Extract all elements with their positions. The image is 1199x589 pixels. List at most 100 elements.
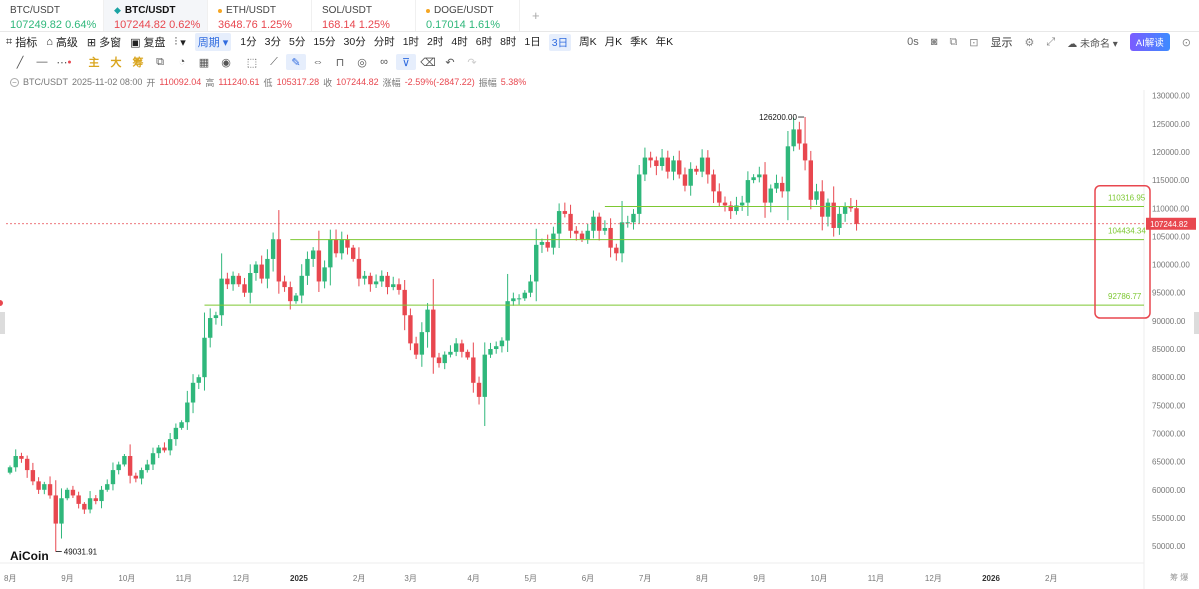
more-icon[interactable]: ⊙ [1181, 36, 1191, 49]
candle-body[interactable] [333, 239, 339, 254]
candle-body[interactable] [396, 284, 402, 290]
trend-line-icon[interactable]: ╱ [16, 56, 24, 69]
candle-body[interactable] [717, 191, 722, 203]
candle-body[interactable] [471, 357, 476, 383]
candle-body[interactable] [539, 242, 545, 245]
timeframe-option[interactable]: 4时 [451, 35, 468, 48]
candle-body[interactable] [791, 129, 796, 147]
chip-distribution-button[interactable]: 筹 [132, 57, 144, 69]
candle-body[interactable] [122, 456, 127, 465]
candle-body[interactable] [345, 239, 350, 248]
candle-body[interactable] [93, 498, 98, 502]
pencil-icon[interactable]: ✎ [286, 54, 306, 70]
candle-body[interactable] [814, 191, 819, 200]
candle-body[interactable] [282, 281, 287, 288]
candle-body[interactable] [24, 458, 30, 471]
timeframe-option[interactable]: 2时 [427, 35, 444, 48]
candle-body[interactable] [259, 264, 264, 279]
timeframe-option[interactable]: 30分 [343, 35, 366, 48]
candle-body[interactable] [356, 258, 362, 279]
ruler-icon[interactable]: ⟋ [270, 55, 278, 68]
candlestick-chart[interactable]: 50000.00 55000.00 60000.00 65000.00 70000.00… [0, 90, 1199, 589]
candle-body[interactable] [614, 247, 619, 254]
candle-body[interactable] [156, 447, 161, 454]
candle-body[interactable] [322, 267, 327, 282]
candle-body[interactable] [453, 343, 459, 352]
candle-body[interactable] [36, 481, 41, 490]
candle-body[interactable] [373, 281, 379, 285]
candle-body[interactable] [751, 177, 756, 181]
candle-body[interactable] [820, 191, 825, 217]
candle-body[interactable] [654, 160, 659, 167]
candle-body[interactable] [448, 351, 453, 355]
timeframe-option[interactable]: 6时 [475, 35, 493, 48]
select-icon[interactable]: ⬚ [246, 56, 258, 69]
candle-body[interactable] [677, 160, 682, 175]
candle-body[interactable] [665, 157, 670, 172]
lock-icon[interactable]: ⊓ [335, 56, 345, 69]
candle-body[interactable] [105, 484, 110, 490]
candle-body[interactable] [568, 213, 573, 231]
timeframe-option[interactable]: 15分 [313, 35, 336, 48]
candle-body[interactable] [42, 484, 47, 490]
candle-body[interactable] [190, 382, 196, 403]
candle-body[interactable] [642, 157, 648, 175]
candle-body[interactable] [236, 275, 241, 285]
link-icon[interactable]: ∞ [380, 56, 388, 68]
large-order-button[interactable]: 大 [110, 57, 122, 69]
candle-body[interactable] [310, 250, 316, 259]
candle-body[interactable] [145, 464, 150, 471]
candle-body[interactable] [368, 275, 373, 285]
candle-body[interactable] [351, 247, 356, 259]
candle-body[interactable] [682, 174, 688, 186]
candle-body[interactable] [379, 275, 384, 282]
candle-body[interactable] [139, 470, 144, 479]
timeframe-option[interactable]: 年K [655, 35, 674, 48]
candle-body[interactable] [551, 233, 556, 248]
candle-body[interactable] [728, 205, 733, 212]
dotted-line-icon[interactable]: ⋯ ● [56, 56, 72, 69]
candle-body[interactable] [842, 206, 848, 214]
add-tab-button[interactable]: + [532, 8, 540, 23]
candle-body[interactable] [534, 244, 539, 282]
candle-body[interactable] [768, 188, 773, 203]
trash-icon[interactable]: ⌫ [420, 56, 436, 69]
candle-body[interactable] [116, 464, 121, 471]
candle-body[interactable] [831, 202, 836, 228]
candle-body[interactable] [625, 222, 630, 224]
candle-body[interactable] [402, 289, 407, 316]
candle-body[interactable] [248, 273, 253, 293]
timeframe-option[interactable]: 1分 [240, 35, 257, 48]
symbol-tab[interactable]: ETH/USDT 3648.76 1.25% [208, 0, 312, 31]
candle-body[interactable] [265, 258, 270, 279]
candle-body[interactable] [87, 498, 93, 510]
candle-body[interactable] [785, 146, 791, 192]
candle-body[interactable] [562, 211, 568, 214]
candle-body[interactable] [488, 349, 493, 355]
candle-body[interactable] [797, 129, 802, 144]
candle-body[interactable] [780, 182, 785, 192]
candle-body[interactable] [476, 382, 482, 397]
eye-icon[interactable]: ◎ [357, 56, 367, 69]
pair-icon[interactable]: ⇔ [312, 56, 324, 68]
candle-body[interactable] [585, 230, 590, 240]
candle-body[interactable] [316, 250, 322, 282]
candle-body[interactable] [734, 205, 739, 212]
candle-body[interactable] [328, 239, 333, 268]
candle-body[interactable] [276, 239, 282, 282]
candle-body[interactable] [694, 168, 699, 172]
candle-body[interactable] [837, 213, 842, 228]
candle-body[interactable] [167, 439, 173, 451]
candle-body[interactable] [70, 489, 76, 496]
candle-body[interactable] [762, 174, 768, 203]
symbol-tab[interactable]: DOGE/USDT 0.17014 1.61% [416, 0, 520, 31]
ai-analysis-button[interactable]: AI解读 [1129, 33, 1170, 51]
candle-body[interactable] [19, 456, 24, 459]
candle-body[interactable] [574, 230, 579, 234]
candle-body[interactable] [648, 157, 653, 161]
candle-body[interactable] [30, 470, 36, 482]
candle-body[interactable] [133, 475, 139, 479]
candle-body[interactable] [511, 298, 516, 302]
bell-icon[interactable]: ◉ [221, 56, 231, 69]
candle-body[interactable] [739, 202, 745, 206]
